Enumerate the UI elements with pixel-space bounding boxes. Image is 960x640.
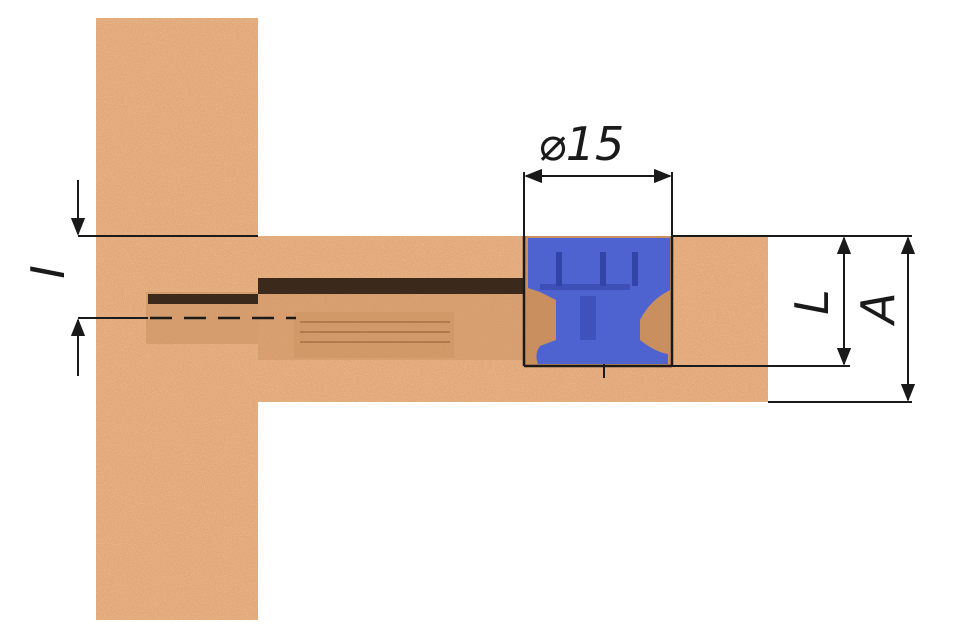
dimension-A: A — [768, 235, 916, 403]
dimension-diameter: ⌀15 — [523, 117, 673, 236]
dim-A-label: A — [851, 292, 905, 326]
diameter-label: ⌀15 — [538, 117, 624, 171]
dim-L-label: L — [785, 289, 839, 315]
bolt-channel — [258, 278, 524, 360]
dimension-I: I — [21, 180, 296, 376]
cam-housing — [524, 236, 672, 378]
outline-lines — [522, 236, 674, 368]
dim-I-label: I — [21, 265, 75, 279]
dimension-L: L — [672, 235, 852, 367]
horizontal-panel — [258, 236, 768, 402]
